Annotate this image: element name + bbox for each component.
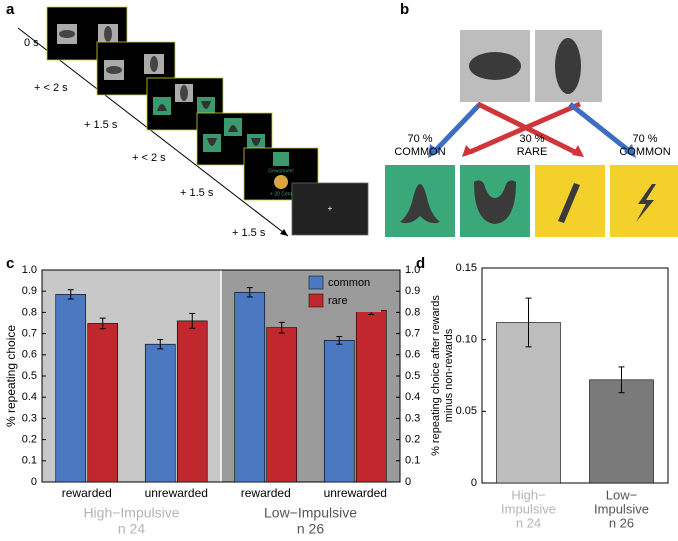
y2-tick-label: 0.5 [405,370,420,382]
bar [144,343,176,483]
transition-kind: COMMON [619,146,670,158]
screen [196,112,273,166]
legend-swatch [308,275,324,290]
y2-tick-label: 0.6 [405,349,420,361]
plot-frame [481,267,669,484]
group-label: Low−Impulsive [264,505,357,521]
y-tick-label: 0.10 [456,334,477,346]
panel-label: d [416,255,425,272]
x-tick-label: rewarded [62,486,112,500]
y-tick-label: 0.2 [22,434,37,446]
y-tick-label: 0.6 [22,349,37,361]
y-tick-label: 0.05 [456,405,477,417]
y2-tick-label: 1.0 [405,264,420,276]
panel-label: b [400,1,409,18]
transition-kind: COMMON [394,146,445,158]
transition-percent: 30 % [519,133,544,145]
y-axis-label: % repeating choice after rewards [430,295,442,456]
time-label: + < 2 s [132,152,166,164]
y-tick-label: 0.9 [22,285,37,297]
stimulus-shape [555,38,581,94]
y-tick-label: 0.8 [22,306,37,318]
x-tick-label: rewarded [241,486,291,500]
y-tick-label: 0.15 [456,262,477,274]
transition-percent: 70 % [632,133,657,145]
y-tick-label: 0 [31,476,37,488]
bar [266,327,298,483]
bar [589,379,654,484]
group-label: n 24 [118,521,145,536]
bar [323,340,355,483]
x-tick-label: unrewarded [324,486,387,500]
y-axis-label: % repeating choice [4,325,18,427]
screen: + [291,182,369,236]
y2-tick-label: 0.3 [405,412,420,424]
x-tick-label: High− [511,487,545,502]
y-tick-label: 0.5 [22,370,37,382]
transition-diagram: 70 % COMMON 30 % RARE 70 % COMMON [385,30,678,237]
x-tick-label: n 26 [609,515,634,530]
time-label: + < 2 s [34,82,68,94]
legend-label: common [328,277,370,289]
time-axis [17,27,289,237]
y2-tick-label: 0.8 [405,306,420,318]
state-shape [400,184,440,224]
x-tick-label: unrewarded [145,486,208,500]
feedback-text: + 20 Cent [270,191,292,197]
arrows [434,101,630,155]
y-tick-label: 0.1 [22,455,37,467]
feedback-text: Gewonnen! [268,168,294,174]
state-shape [558,183,580,223]
time-label: + 1.5 s [232,227,266,239]
transition-kind: RARE [517,146,548,158]
y-tick-label: 0.3 [22,412,37,424]
y-axis-label: minus non-rewards [443,328,455,422]
svg-text:+: + [328,204,333,213]
y-tick-label: 0 [471,477,477,489]
x-tick-label: n 24 [516,515,541,530]
state-shape [636,184,656,222]
bar [55,294,87,483]
y2-tick-label: 0.1 [405,455,420,467]
panel-label: c [6,255,14,272]
y-tick-label: 0.4 [22,391,37,403]
panel-label: a [6,1,15,18]
x-tick-label: Impulsive [501,501,556,516]
y2-tick-label: 0.7 [405,328,420,340]
timeline: Gewonnen! + 20 Cent + 0 s + < 2 s + 1.5 … [17,6,369,239]
transition-percent: 70 % [407,133,432,145]
stimulus-shape [469,52,521,80]
group-label: n 26 [297,521,324,536]
x-tick-label: Impulsive [594,501,649,516]
group-label: High−Impulsive [83,505,179,521]
y2-tick-label: 0 [405,476,411,488]
time-label: + 1.5 s [180,187,214,199]
y-tick-label: 0.7 [22,328,37,340]
y2-tick-label: 0.9 [405,285,420,297]
arrow-head [462,145,474,157]
state-shape [474,180,516,224]
bar [176,320,208,483]
screen [96,41,176,96]
arrow-head [280,229,288,236]
time-label: + 1.5 s [84,119,118,131]
bar [234,291,266,483]
x-tick-label: Low− [606,487,637,502]
y2-tick-label: 0.2 [405,434,420,446]
bar [355,309,387,483]
y-tick-label: 1.0 [22,264,37,276]
y2-tick-label: 0.4 [405,391,420,403]
arrow-head [624,144,636,158]
time-label: 0 s [24,37,39,49]
bar [87,323,119,483]
arrow-head [428,144,440,158]
arrow-head [572,145,584,157]
legend-label: rare [328,295,348,307]
legend-swatch [308,293,324,308]
